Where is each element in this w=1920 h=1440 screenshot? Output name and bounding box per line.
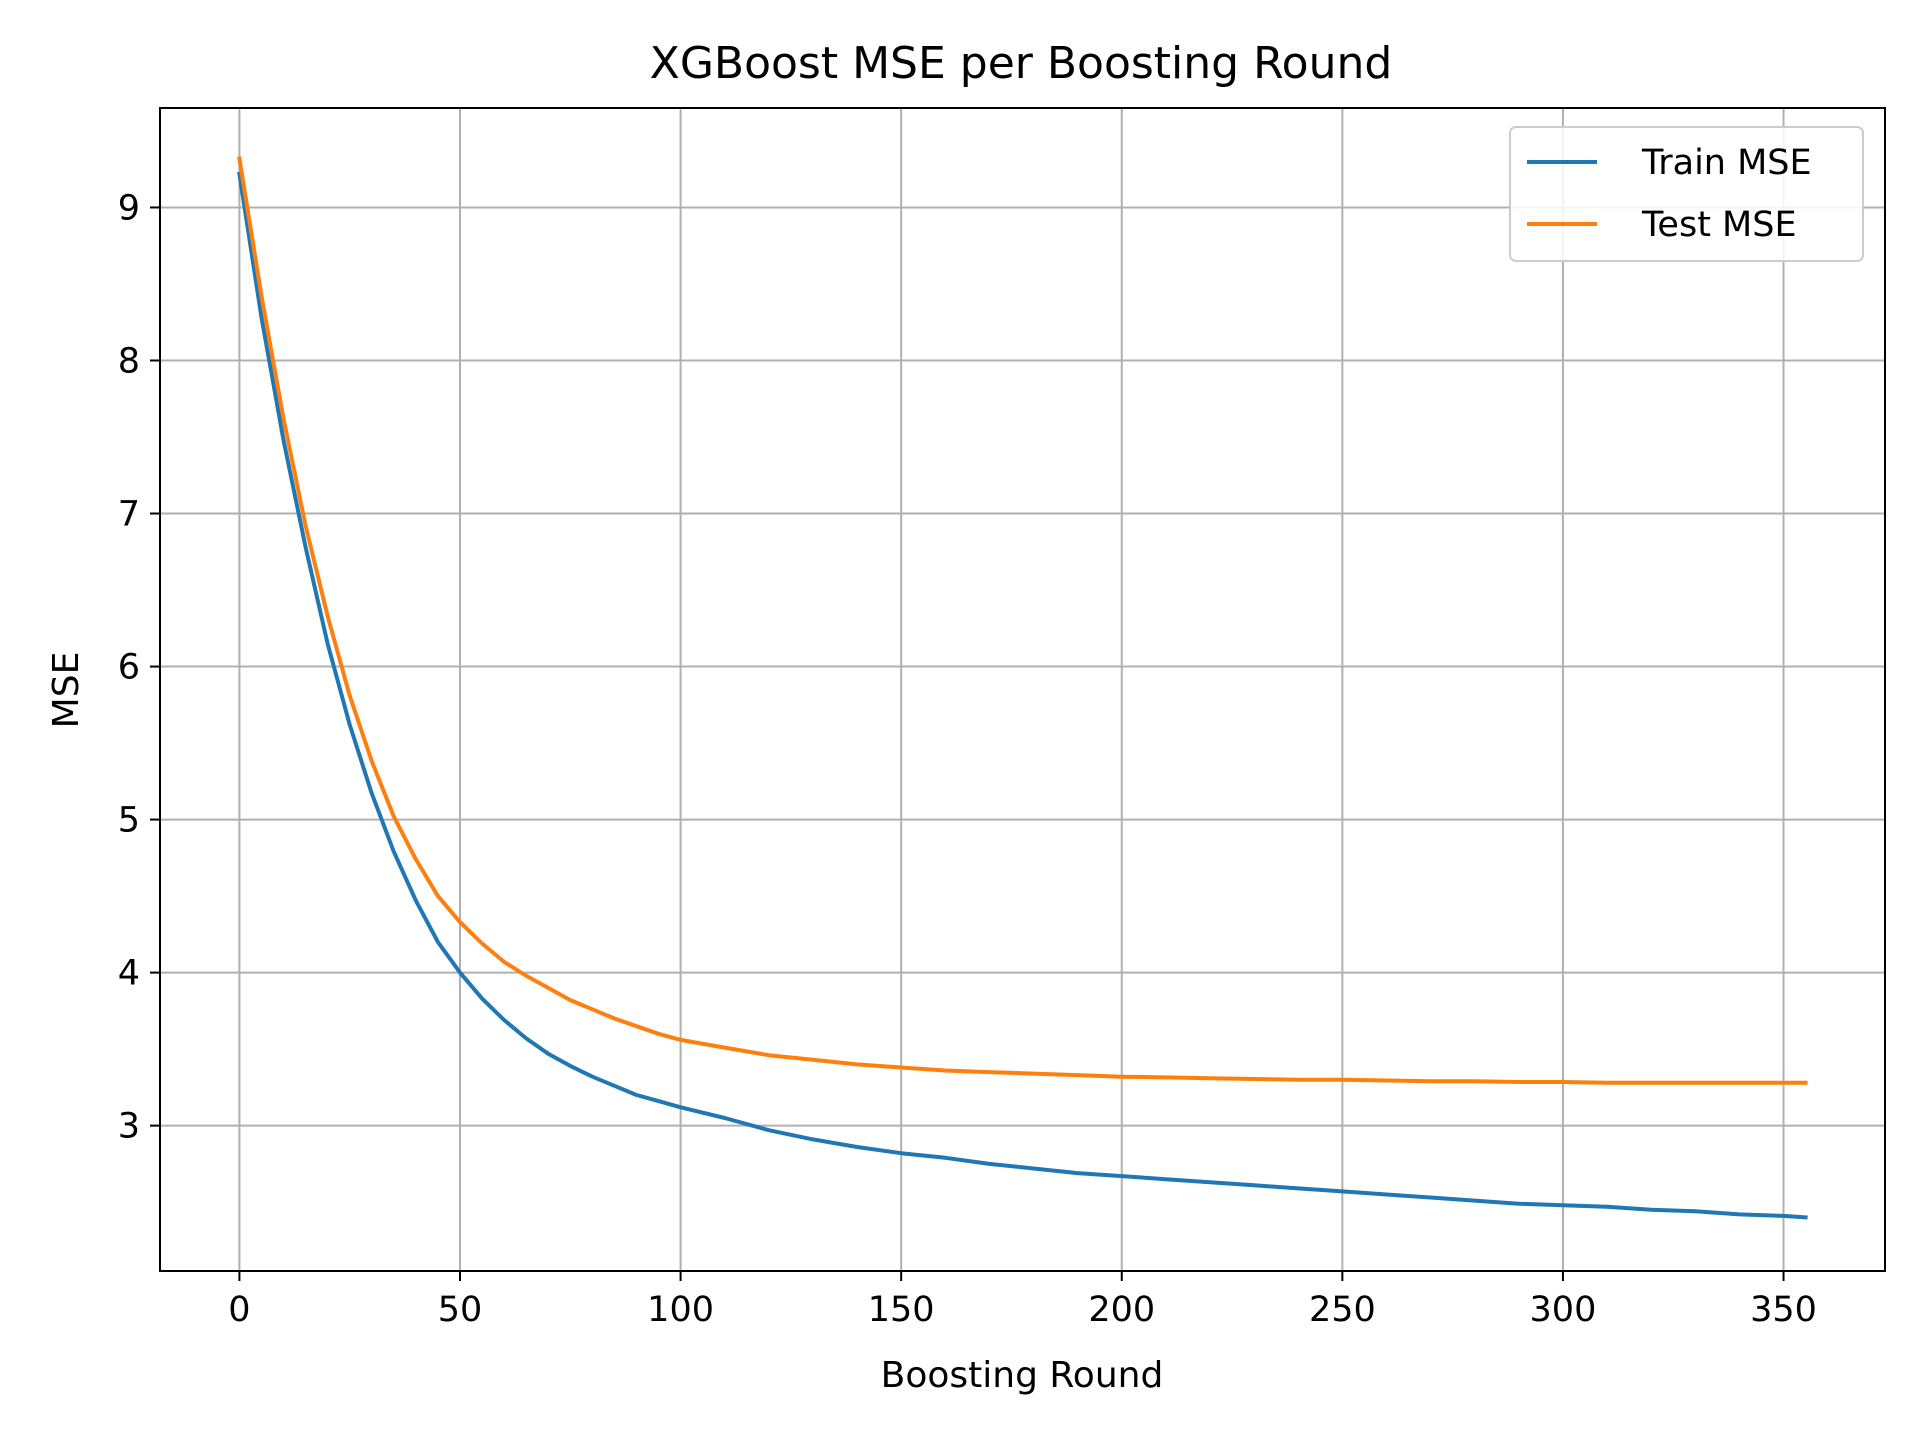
x-axis: 0 50 100 150 200 250 300 350 — [228, 1271, 1817, 1330]
y-tick-label: 5 — [118, 801, 140, 841]
x-tick-label: 100 — [647, 1290, 714, 1330]
plot-frame — [159, 107, 1886, 1272]
y-tick-label: 9 — [118, 188, 140, 228]
grid-lines — [160, 108, 1885, 1271]
x-tick-label: 0 — [228, 1290, 250, 1330]
x-tick-label: 350 — [1750, 1290, 1817, 1330]
legend-box — [1509, 126, 1864, 262]
x-axis-label: Boosting Round — [881, 1355, 1164, 1396]
y-tick-label: 3 — [118, 1107, 140, 1147]
series-line-test-mse — [237, 156, 1808, 1085]
series-line-train-mse — [237, 171, 1808, 1220]
legend: Train MSE Test MSE — [1509, 126, 1864, 262]
x-tick-label: 150 — [868, 1290, 935, 1330]
y-axis: 3 4 5 6 7 8 9 — [118, 188, 160, 1147]
y-tick-label: 4 — [118, 954, 140, 994]
series-lines — [237, 156, 1808, 1220]
legend-label: Train MSE — [1641, 143, 1812, 183]
legend-label: Test MSE — [1641, 205, 1797, 245]
y-tick-label: 8 — [118, 341, 140, 381]
chart-title: XGBoost MSE per Boosting Round — [650, 38, 1393, 89]
x-tick-label: 250 — [1309, 1290, 1376, 1330]
y-tick-label: 6 — [118, 648, 140, 688]
x-tick-label: 300 — [1530, 1290, 1597, 1330]
x-tick-label: 200 — [1088, 1290, 1155, 1330]
x-tick-label: 50 — [438, 1290, 483, 1330]
y-tick-label: 7 — [118, 495, 140, 535]
y-axis-label: MSE — [46, 652, 87, 729]
